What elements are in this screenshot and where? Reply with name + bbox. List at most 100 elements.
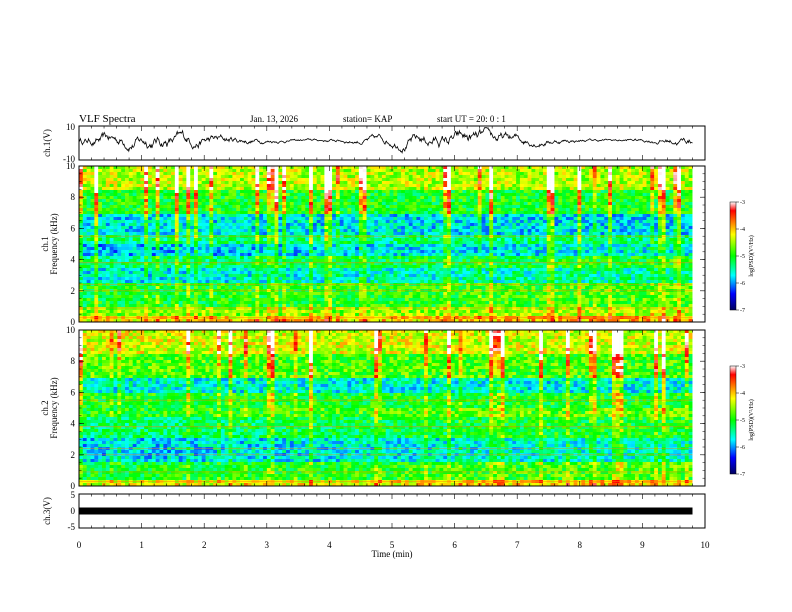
spectrogram-cell — [531, 238, 536, 242]
spectrogram-cell — [496, 250, 502, 254]
spectrogram-cell — [546, 241, 551, 245]
spectrogram-cell — [117, 193, 122, 197]
spectrogram-cell — [604, 211, 609, 215]
spectrogram-cell — [500, 205, 505, 209]
spectrogram-cell — [619, 169, 624, 173]
spectrogram-cell — [454, 247, 459, 251]
spectrogram-cell — [171, 217, 176, 221]
spectrogram-cell — [98, 211, 103, 215]
spectrogram-cell — [312, 217, 318, 221]
spectrogram-cell — [132, 214, 137, 218]
spectrogram-cell — [86, 202, 91, 206]
spectrogram-cell — [232, 250, 237, 254]
spectrogram-cell — [132, 226, 137, 230]
spectrogram-cell — [86, 172, 91, 176]
spectrogram-cell — [558, 247, 563, 251]
spectrogram-cell — [324, 202, 329, 206]
spectrogram-cell — [519, 175, 525, 179]
spectrogram-cell — [485, 250, 490, 254]
spectrogram-cell — [117, 235, 122, 239]
spectrogram-cell — [389, 217, 394, 221]
spectrogram-cell — [197, 202, 202, 206]
spectrogram-cell — [255, 238, 260, 242]
spectrogram-cell — [224, 172, 229, 176]
spectrogram-cell — [167, 178, 172, 182]
spectrogram-cell — [608, 211, 613, 215]
spectrogram-cell — [615, 232, 620, 236]
spectrogram-cell — [140, 178, 145, 182]
spectrogram-cell — [201, 184, 206, 188]
spectrogram-cell — [677, 199, 682, 203]
spectrogram-cell — [684, 214, 689, 218]
spectrogram-cell — [684, 196, 689, 200]
spectrogram-cell — [320, 235, 325, 239]
spectrogram-cell — [443, 208, 448, 212]
spectrogram-cell — [608, 223, 613, 227]
spectrogram-cell — [86, 208, 91, 212]
spectrogram-cell — [592, 220, 597, 224]
spectrogram-cell — [332, 205, 337, 209]
spectrogram-cell — [236, 229, 241, 233]
spectrogram-cell — [466, 223, 471, 227]
spectrogram-cell — [255, 187, 260, 191]
spectrogram-cell — [217, 196, 222, 200]
spectrogram-cell — [94, 166, 99, 170]
spectrogram-cell — [343, 244, 348, 248]
spectrogram-cell — [508, 166, 513, 170]
spectrogram-cell — [94, 175, 99, 179]
spectrogram-cell — [542, 208, 548, 212]
spectrogram-cell — [665, 205, 670, 209]
spectrogram-cell — [684, 193, 689, 197]
spectrogram-cell — [362, 202, 367, 206]
spectrogram-cell — [362, 214, 367, 218]
spectrogram-cell — [485, 175, 490, 179]
spectrogram-cell — [481, 235, 486, 239]
spectrogram-cell — [270, 220, 275, 224]
spectrogram-cell — [565, 211, 571, 215]
spectrogram-cell — [79, 241, 84, 245]
spectrogram-cell — [650, 247, 655, 251]
spectrogram-cell — [151, 172, 156, 176]
spectrogram-cell — [439, 253, 444, 257]
spectrogram-cell — [370, 229, 375, 233]
spectrogram-cell — [159, 238, 164, 242]
spectrogram-cell — [677, 166, 682, 170]
spectrogram-cell — [205, 196, 210, 200]
spectrogram-cell — [266, 250, 272, 254]
spectrogram-cell — [385, 247, 390, 251]
spectrogram-cell — [508, 229, 513, 233]
spectrogram-cell — [489, 244, 494, 248]
spectrogram-cell — [527, 178, 532, 182]
spectrogram-cell — [542, 217, 548, 221]
spectrogram-cell — [351, 235, 356, 239]
spectrogram-cell — [255, 256, 260, 260]
spectrogram-cell — [623, 223, 628, 227]
spectrogram-cell — [688, 250, 693, 254]
spectrogram-cell — [113, 190, 118, 194]
spectrogram-cell — [642, 238, 647, 242]
spectrogram-cell — [673, 193, 678, 197]
spectrogram-cell — [385, 190, 390, 194]
spectrogram-cell — [128, 190, 133, 194]
spectrogram-cell — [293, 205, 298, 209]
spectrogram-cell — [688, 187, 693, 191]
spectrogram-cell — [462, 196, 467, 200]
spectrogram-cell — [286, 229, 291, 233]
spectrogram-cell — [370, 208, 375, 212]
spectrogram-cell — [347, 175, 352, 179]
spectrogram-cell — [151, 229, 156, 233]
spectrogram-cell — [362, 196, 367, 200]
spectrogram-cell — [220, 244, 225, 248]
spectrogram-cell — [243, 181, 248, 185]
spectrogram-cell — [577, 211, 582, 215]
spectrogram-cell — [485, 226, 490, 230]
spectrogram-cell — [512, 205, 517, 209]
spectrogram-cell — [462, 214, 467, 218]
spectrogram-cell — [393, 214, 398, 218]
spectrogram-cell — [105, 217, 110, 221]
spectrogram-cell — [500, 226, 505, 230]
spectrogram-cell — [82, 181, 87, 185]
spectrogram-cell — [443, 241, 448, 245]
spectrogram-cell — [573, 226, 578, 230]
spectrogram-cell — [546, 250, 551, 254]
